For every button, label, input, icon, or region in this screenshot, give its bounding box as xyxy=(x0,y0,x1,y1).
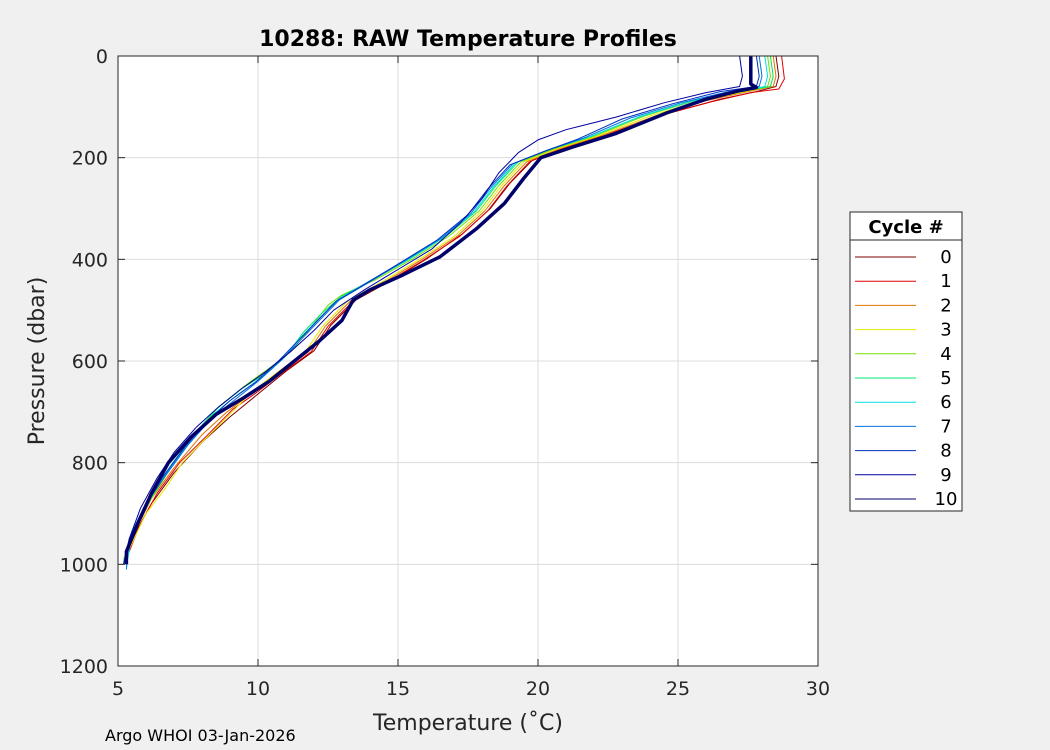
legend-label-cycle-1: 1 xyxy=(940,271,951,292)
x-tick-label: 10 xyxy=(246,678,270,700)
series-line-cycle-10 xyxy=(124,56,759,565)
series-lines xyxy=(123,55,785,570)
x-tick-label: 25 xyxy=(666,678,690,700)
y-tick-label: 200 xyxy=(72,148,108,170)
legend-label-cycle-8: 8 xyxy=(940,441,951,462)
y-tick-label: 600 xyxy=(72,351,108,373)
legend-label-cycle-6: 6 xyxy=(940,392,951,413)
legend-label-cycle-4: 4 xyxy=(940,344,951,365)
y-tick-label: 0 xyxy=(96,46,108,68)
y-tick-label: 400 xyxy=(72,249,108,271)
chart-title: 10288: RAW Temperature Profiles xyxy=(259,27,677,52)
legend-label-cycle-3: 3 xyxy=(940,320,951,341)
y-axis-ticks: 0 200 400 600 800 1000 1200 xyxy=(60,46,818,678)
series-line-cycle-9 xyxy=(123,55,743,565)
series-line-cycle-1 xyxy=(123,55,785,565)
x-tick-label: 30 xyxy=(806,678,830,700)
y-tick-label: 800 xyxy=(72,453,108,475)
x-tick-label: 15 xyxy=(386,678,410,700)
footer-credit: Argo WHOI 03-Jan-2026 xyxy=(105,726,296,745)
legend-box xyxy=(849,211,963,512)
legend-label-cycle-9: 9 xyxy=(940,465,951,486)
legend-title: Cycle # xyxy=(868,217,943,238)
legend-label-cycle-7: 7 xyxy=(940,416,951,437)
y-axis-label: Pressure (dbar) xyxy=(25,277,50,446)
x-axis-label: Temperature (˚C) xyxy=(372,711,563,736)
x-axis-ticks: 5 10 15 20 25 30 xyxy=(112,56,830,700)
x-tick-label: 5 xyxy=(112,678,124,700)
legend: Cycle # 0 1 2 3 4 5 6 7 8 9 10 xyxy=(849,211,963,512)
x-tick-label: 20 xyxy=(526,678,550,700)
series-line-cycle-8 xyxy=(123,55,760,565)
y-tick-label: 1000 xyxy=(60,554,108,576)
legend-label-cycle-0: 0 xyxy=(940,247,951,268)
series-line-cycle-7 xyxy=(125,55,763,570)
y-tick-label: 1200 xyxy=(60,656,108,678)
legend-label-cycle-10: 10 xyxy=(935,489,958,510)
legend-label-cycle-2: 2 xyxy=(940,295,951,316)
legend-label-cycle-5: 5 xyxy=(940,368,951,389)
